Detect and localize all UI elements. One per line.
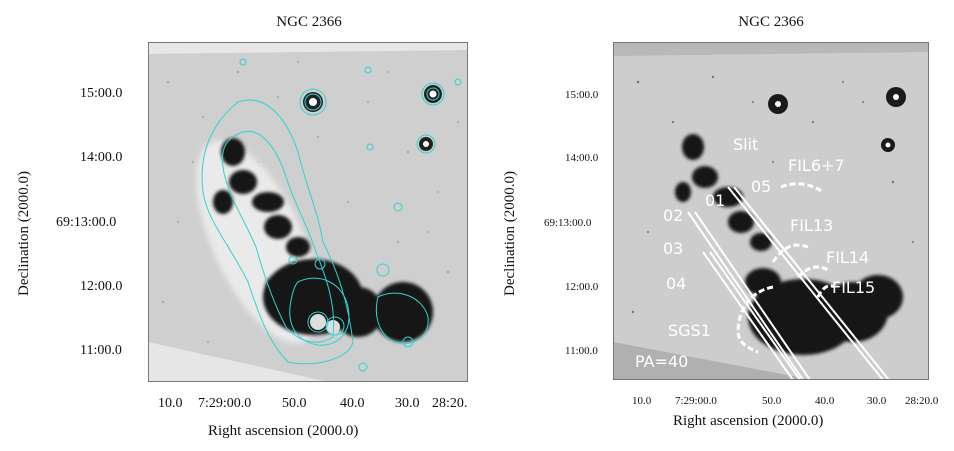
filament-arcs: [736, 182, 836, 354]
annotation-01: 01: [705, 191, 726, 210]
right-xtick-5: 28:20.0: [905, 395, 939, 407]
left-title: NGC 2366: [276, 14, 342, 30]
slit-lines: [687, 186, 890, 380]
left-xtick-0: 10.0: [158, 396, 183, 411]
left-ytick-3: 12:00.0: [80, 279, 123, 294]
annotation-fil14: FIL14: [826, 248, 870, 267]
left-ytick-4: 11:00.0: [80, 343, 122, 358]
left-ylabel: Declination (2000.0): [16, 171, 32, 296]
right-xtick-4: 30.0: [867, 395, 887, 407]
left-xtick-3: 40.0: [340, 396, 365, 411]
left-ytick-2: 69:13:00.0: [56, 215, 117, 230]
right-ytick-1: 14:00.0: [565, 152, 599, 164]
annotation-fil15: FIL15: [832, 278, 876, 297]
right-xtick-0: 10.0: [632, 395, 652, 407]
left-galaxy-svg: [148, 42, 468, 382]
annotation-fil67: FIL6+7: [788, 156, 845, 175]
left-image: [148, 42, 468, 382]
right-ytick-3: 12:00.0: [565, 281, 599, 293]
right-xlabel: Right ascension (2000.0): [673, 413, 824, 429]
left-xtick-1: 7:29:00.0: [198, 396, 252, 411]
annotation-03: 03: [663, 239, 684, 258]
annotation-fil13: FIL13: [790, 216, 834, 235]
contour-lines: [201, 58, 462, 372]
left-ytick-1: 14:00.0: [80, 150, 123, 165]
left-xtick-5: 28:20.: [432, 396, 468, 411]
right-ytick-4: 11:00.0: [565, 345, 598, 357]
right-title: NGC 2366: [738, 14, 804, 30]
right-image: [613, 42, 929, 380]
annotation-02: 02: [663, 206, 684, 225]
right-ytick-2: 69:13:00.0: [544, 217, 592, 229]
left-xtick-4: 30.0: [395, 396, 420, 411]
annotation-slit: Slit: [733, 135, 759, 154]
right-ylabel: Declination (2000.0): [502, 171, 518, 296]
left-xlabel: Right ascension (2000.0): [208, 423, 359, 439]
right-xtick-2: 50.0: [762, 395, 782, 407]
right-ytick-0: 15:00.0: [565, 89, 599, 101]
annotation-sgs1: SGS1: [668, 321, 711, 340]
right-xtick-3: 40.0: [815, 395, 835, 407]
annotation-pa: PA=40: [635, 352, 689, 371]
right-galaxy-svg: [613, 42, 929, 380]
annotation-05: 05: [751, 177, 772, 196]
left-ytick-0: 15:00.0: [80, 86, 123, 101]
right-xtick-1: 7:29:00.0: [675, 395, 717, 407]
left-xtick-2: 50.0: [282, 396, 307, 411]
annotation-04: 04: [666, 274, 687, 293]
